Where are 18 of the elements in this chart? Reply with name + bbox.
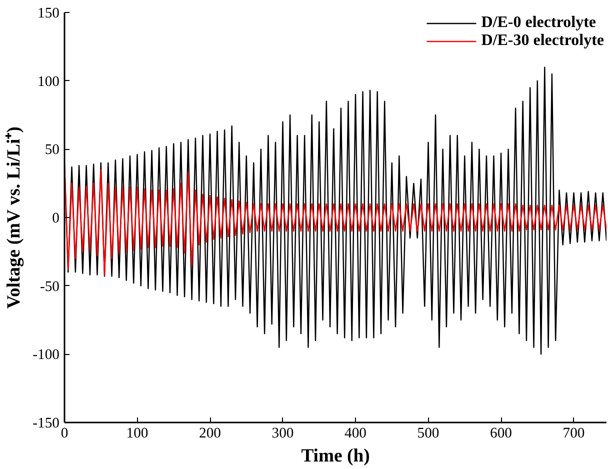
x-tick-label: 700: [562, 426, 585, 442]
y-tick-label: 0: [52, 210, 60, 226]
x-tick-label: 300: [272, 426, 294, 442]
y-tick-label: 50: [44, 142, 60, 158]
y-tick-label: -150: [32, 416, 60, 432]
x-tick-label: 100: [126, 426, 148, 442]
y-axis-title: Voltage (mV vs. Li/Li⁺): [4, 126, 25, 309]
x-tick-label: 400: [344, 426, 366, 442]
y-tick-label: 100: [38, 74, 60, 90]
legend-label: D/E-30 electrolyte: [481, 32, 604, 50]
y-tick-label: 150: [38, 6, 60, 22]
y-tick-label: -50: [40, 278, 60, 295]
y-tick-label: -100: [32, 347, 60, 364]
x-tick-label: 500: [417, 426, 440, 442]
legend-label: D/E-0 electrolyte: [481, 14, 596, 32]
x-axis-title: Time (h): [301, 446, 370, 466]
x-tick-label: 600: [490, 426, 512, 442]
x-tick-label: 200: [199, 426, 221, 442]
